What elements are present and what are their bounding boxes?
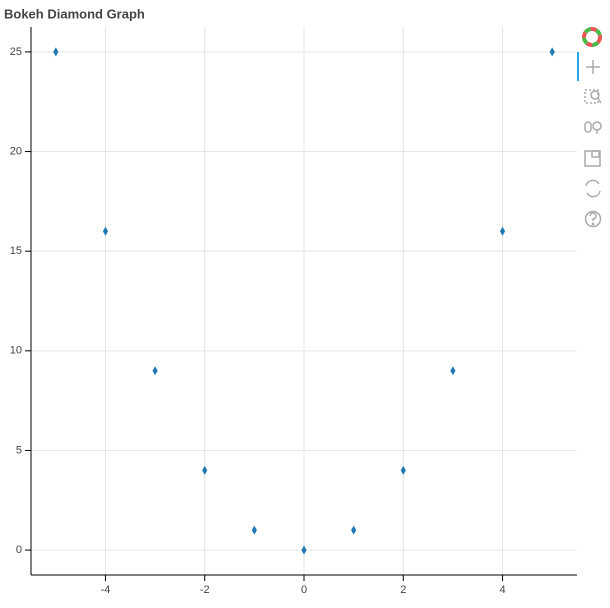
diamond-marker (450, 366, 456, 376)
y-tick-label: 25 (10, 46, 22, 58)
pan-tool[interactable] (586, 60, 600, 74)
diamond-marker (549, 47, 555, 57)
x-tick-label: -2 (200, 584, 210, 596)
wheel-zoom-tool[interactable] (584, 121, 602, 134)
y-tick-label: 0 (16, 544, 22, 556)
save-tool[interactable] (584, 150, 601, 167)
help-tool[interactable] (584, 210, 602, 228)
diamond-marker (152, 366, 158, 376)
diamond-marker (499, 226, 506, 236)
x-tick-label: 2 (400, 584, 406, 596)
y-tick-label: 20 (10, 145, 22, 157)
y-tick-label: 10 (10, 345, 22, 357)
toolbar (577, 27, 602, 228)
bokeh-logo[interactable] (582, 27, 602, 47)
diamond-marker (53, 47, 59, 57)
x-tick-label: 0 (301, 584, 307, 596)
reset-tool[interactable] (585, 179, 601, 198)
diamond-marker (351, 525, 357, 535)
diamond-marker (301, 545, 307, 555)
x-tick-label: -4 (101, 584, 111, 596)
chart-title: Bokeh Diamond Graph (4, 6, 145, 21)
box-zoom-tool[interactable] (584, 89, 602, 104)
x-tick-label: 4 (499, 584, 505, 596)
diamond-marker (251, 525, 257, 535)
active-indicator (577, 52, 579, 81)
y-tick-label: 15 (10, 245, 22, 257)
diamond-marker (400, 465, 406, 475)
diamond-marker (202, 465, 208, 475)
y-tick-label: 5 (16, 444, 22, 456)
diamond-marker (102, 226, 109, 236)
